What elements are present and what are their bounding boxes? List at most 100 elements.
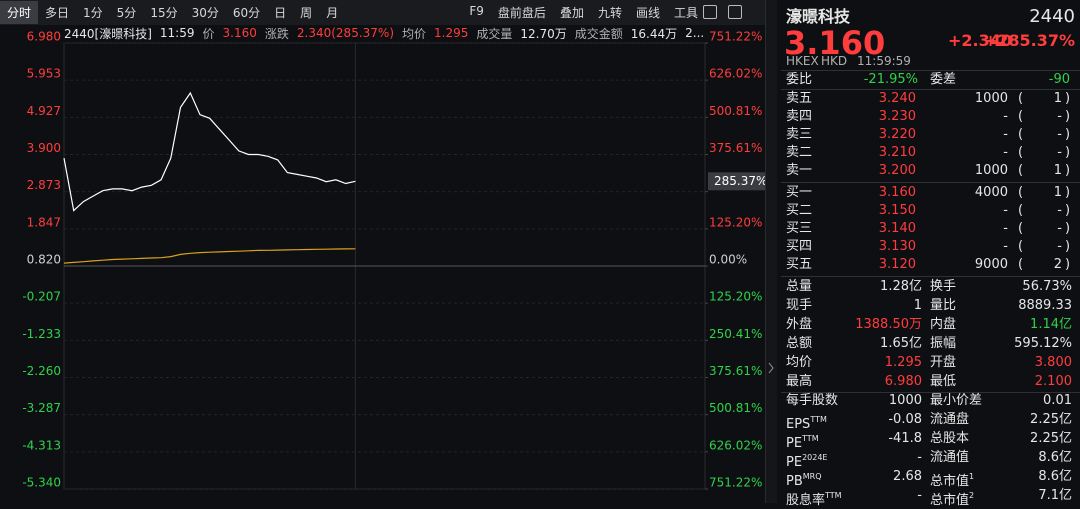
quote-text: ) (1065, 221, 1071, 236)
divider (781, 392, 1080, 393)
info-item: 2... (685, 26, 705, 40)
quote-text: 1 (1053, 163, 1062, 178)
tool-button[interactable]: F9 (469, 4, 484, 18)
quote-text: 3.130 (878, 239, 916, 254)
y2-tick-label: 626.02% (709, 67, 762, 81)
quote-text: 2.100 (1034, 374, 1072, 389)
quote-text: 最低 (930, 374, 957, 389)
chart-info-bar: 2440[濠暻科技] 11:59 价 3.160 涨跌 2.340(285.37%) 均价 1… (64, 25, 704, 41)
period-tab[interactable]: 月 (326, 6, 339, 20)
quote-text: - (917, 488, 922, 503)
quote-text: 56.73% (1022, 279, 1072, 294)
y-tick-label: -4.313 (22, 438, 61, 452)
quote-text: 量比 (930, 298, 957, 313)
quote-text: ( (1018, 239, 1024, 254)
quote-text: ( (1018, 145, 1024, 160)
quote-text: 2 (1053, 257, 1062, 272)
quote-text: -21.95% (863, 72, 918, 87)
period-tabs: 分时 多日 1分 5分 15分 30分 60分日周月 (0, 1, 345, 24)
quote-text: ( (1018, 127, 1024, 142)
period-tab[interactable]: 多日 (45, 6, 70, 20)
quote-text: ) (1065, 91, 1071, 106)
quote-text: 最高 (786, 374, 813, 389)
quote-text: ) (1065, 163, 1071, 178)
quote-text: -0.08 (888, 412, 922, 427)
quote-text: ( (1018, 185, 1024, 200)
info-item: 11:59 (159, 26, 195, 40)
quote-text: 3.160 (878, 185, 916, 200)
quote-text: -90 (1048, 72, 1070, 87)
quote-text: 卖二 (786, 145, 813, 160)
quote-text: - (1003, 109, 1008, 124)
quote-text: HKEX (786, 54, 819, 68)
quote-text: PBMRQ (786, 472, 822, 489)
info-item: 16.44万 (630, 26, 678, 41)
quote-text: 卖三 (786, 127, 813, 142)
quote-text: 1000 (974, 163, 1008, 178)
period-tab[interactable]: 日 (274, 6, 287, 20)
y-tick-label: -0.207 (22, 290, 61, 304)
quote-text: ) (1065, 185, 1071, 200)
quote-text: 0.01 (1043, 393, 1072, 408)
quote-text: PE2024E (786, 453, 828, 470)
quote-text: EPSTTM (786, 415, 827, 432)
divider (781, 276, 1080, 277)
quote-text: 委差 (930, 72, 957, 87)
last-price-tag: 285.37% (714, 174, 765, 188)
quote-text: ) (1065, 109, 1071, 124)
quote-text: - (1057, 203, 1062, 218)
quote-text: ) (1065, 239, 1071, 254)
quote-text: 7.1亿 (1038, 488, 1072, 503)
info-item: 12.70万 (520, 26, 567, 41)
y2-tick-label: 751.22% (709, 476, 762, 490)
y2-tick-label: 0.00% (709, 253, 747, 267)
y2-tick-label: 500.81% (709, 104, 762, 118)
period-tab[interactable]: 15分 (150, 6, 178, 20)
price-line (63, 248, 356, 264)
quote-text: ) (1065, 257, 1071, 272)
quote-text: 2.25亿 (1030, 431, 1072, 446)
label-sup: 2 (969, 491, 975, 500)
tool-button[interactable]: 九转 (597, 6, 622, 20)
quote-text: 卖四 (786, 109, 813, 124)
quote-text: - (1003, 221, 1008, 236)
toolbar: 分时 多日 1分 5分 15分 30分 60分日周月 F9 盘前盘后 叠加 九转 画线 工具 (0, 0, 765, 25)
y-tick-label: 5.953 (27, 67, 61, 81)
quote-text: 3.240 (878, 91, 916, 106)
y-tick-label: 4.927 (27, 104, 61, 118)
period-tab[interactable]: 1分 (83, 6, 103, 20)
quote-text: 最小价差 (930, 393, 983, 408)
quote-text: ( (1018, 221, 1024, 236)
close-icon[interactable] (728, 5, 742, 19)
info-item: 价 (202, 26, 215, 41)
quote-text: 2.68 (893, 469, 922, 484)
quote-text: 9000 (974, 257, 1008, 272)
quote-text: 1 (1053, 185, 1062, 200)
price-line (63, 91, 356, 212)
tool-button[interactable]: 画线 (635, 6, 660, 20)
period-tab[interactable]: 60分 (232, 6, 261, 20)
info-item: 成交金额 (574, 26, 623, 41)
tool-button[interactable]: 盘前盘后 (497, 6, 546, 20)
quote-text: 3.150 (878, 203, 916, 218)
period-tab[interactable]: 30分 (191, 6, 219, 20)
quote-text: 内盘 (930, 317, 957, 332)
period-tab[interactable]: 分时 (0, 1, 39, 24)
quote-text: +285.37% (983, 31, 1075, 50)
quote-text: 1000 (974, 91, 1008, 106)
period-tab[interactable]: 周 (300, 6, 313, 20)
label-sup: TTM (810, 415, 827, 424)
quote-text: - (1003, 239, 1008, 254)
quote-text: 3.160 (784, 24, 886, 62)
tool-button[interactable]: 工具 (673, 6, 698, 20)
quote-text: - (1003, 203, 1008, 218)
period-tab[interactable]: 5分 (116, 6, 137, 20)
quote-text: 8889.33 (1018, 298, 1072, 313)
side-toggle[interactable] (765, 0, 777, 503)
tool-button[interactable]: 叠加 (559, 6, 584, 20)
settings-icon[interactable] (703, 5, 717, 19)
quote-text: 8.6亿 (1038, 450, 1072, 465)
y-tick-label: 1.847 (27, 215, 61, 229)
quote-text: - (1057, 239, 1062, 254)
